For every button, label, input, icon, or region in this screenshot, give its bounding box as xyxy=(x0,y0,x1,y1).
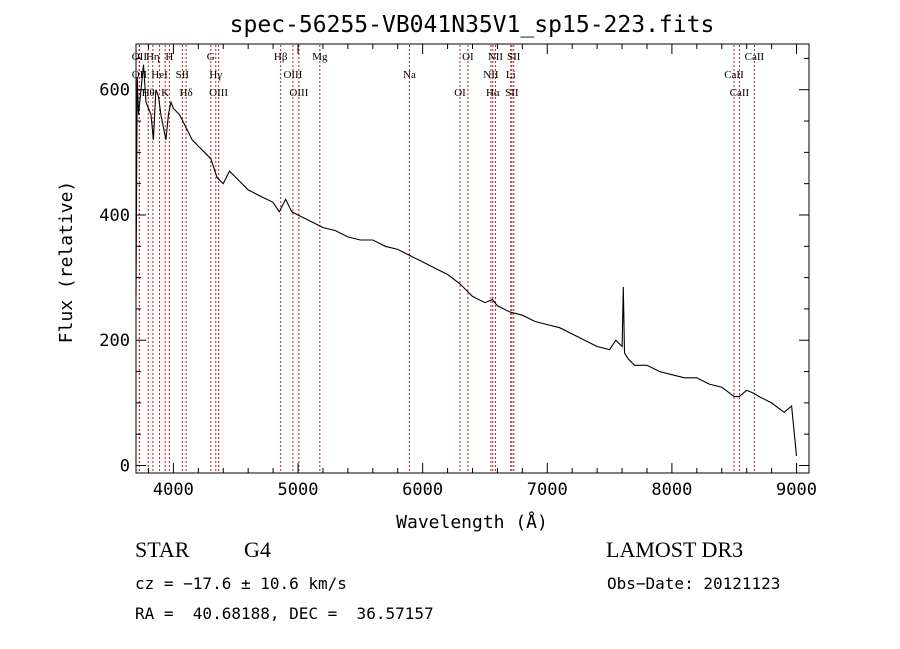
y-tick-label: 0 xyxy=(120,456,130,476)
y-axis-label: Flux (relative) xyxy=(56,181,77,344)
spectral-line-labels: OIIOIIHθHηHeIKHSIIHδGHγOIIIHβOIIIOIIIMgN… xyxy=(132,51,765,99)
spectral-line-label: OIII xyxy=(289,87,308,99)
spectral-line-label: Hα xyxy=(486,87,500,99)
spectral-line-label: Na xyxy=(403,69,416,81)
spectral-line-label: H xyxy=(165,51,173,63)
x-tick-label: 8000 xyxy=(651,480,692,500)
y-tick-label: 400 xyxy=(99,206,130,226)
spectrum-series-line xyxy=(135,64,798,457)
x-axis-label: Wavelength (Å) xyxy=(396,511,548,533)
spectral-line-label: G xyxy=(207,51,215,63)
spectral-line-label: K xyxy=(161,87,169,99)
y-tick-label: 600 xyxy=(99,81,130,101)
spectral-line-label: OII xyxy=(132,69,148,81)
spectral-line-label: OI xyxy=(462,51,474,63)
spectral-line-label: HeI xyxy=(151,69,168,81)
spectral-line-label: Hγ xyxy=(209,69,222,81)
spectral-line-label: Li xyxy=(506,69,516,81)
chart-title: spec-56255-VB041N35V1_sp15-223.fits xyxy=(230,12,715,38)
x-tick-label: 7000 xyxy=(527,480,568,500)
spectral-line-label: Hη xyxy=(146,51,160,63)
x-tick-label: 6000 xyxy=(402,480,443,500)
plot-frame xyxy=(135,43,810,474)
spectral-line-label: Hθ xyxy=(142,87,155,99)
spectral-line-label: SII xyxy=(176,69,190,81)
spectral-line-label: OII xyxy=(132,51,148,63)
x-axis-ticks: 4000 5000 6000 7000 8000 9000 xyxy=(147,44,817,500)
object-class: STAR xyxy=(135,537,190,562)
spectral-line-label: Mg xyxy=(312,51,328,63)
spectral-line-label: NII xyxy=(483,69,499,81)
spectral-line-label: OI xyxy=(454,87,466,99)
y-axis-ticks: 0 200 400 600 xyxy=(99,57,809,476)
spectral-line-label: OIII xyxy=(209,87,228,99)
spectral-line-label: NII xyxy=(488,51,504,63)
spectral-line-label: CaII xyxy=(730,87,750,99)
observation-date: Obs−Date: 20121123 xyxy=(607,574,781,593)
spectral-line-label: CaII xyxy=(745,51,765,63)
spectral-line-label: SII xyxy=(507,51,521,63)
object-subclass: G4 xyxy=(244,537,271,562)
y-tick-label: 200 xyxy=(99,331,130,351)
x-tick-label: 4000 xyxy=(153,480,194,500)
spectral-line-markers xyxy=(138,45,755,472)
spectral-line-label: SII xyxy=(505,87,519,99)
spectral-line-label: CaII xyxy=(724,69,744,81)
survey-name: LAMOST DR3 xyxy=(606,537,744,562)
spectral-line-label: Hδ xyxy=(180,87,193,99)
spectral-line-label: OIII xyxy=(283,69,302,81)
x-tick-label: 5000 xyxy=(278,480,319,500)
x-tick-label: 9000 xyxy=(776,480,817,500)
spectral-line-label: Hβ xyxy=(274,51,288,63)
redshift-velocity: cz = −17.6 ± 10.6 km/s xyxy=(135,574,347,593)
ra-dec-coordinates: RA = 40.68188, DEC = 36.57157 xyxy=(135,604,434,623)
